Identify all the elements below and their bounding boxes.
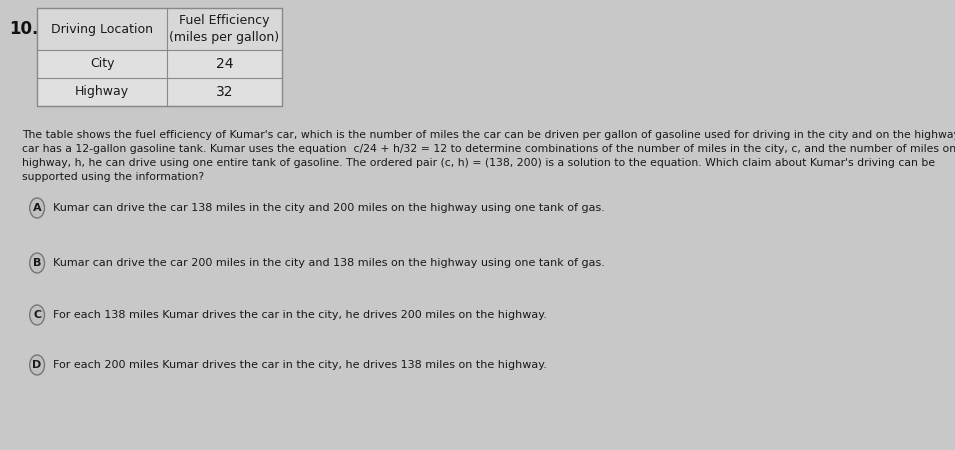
Text: B: B bbox=[32, 258, 41, 268]
Text: For each 138 miles Kumar drives the car in the city, he drives 200 miles on the : For each 138 miles Kumar drives the car … bbox=[53, 310, 547, 320]
Circle shape bbox=[30, 355, 45, 375]
Text: Kumar can drive the car 200 miles in the city and 138 miles on the highway using: Kumar can drive the car 200 miles in the… bbox=[53, 258, 605, 268]
Text: A: A bbox=[32, 203, 41, 213]
Text: The table shows the fuel efficiency of Kumar's car, which is the number of miles: The table shows the fuel efficiency of K… bbox=[22, 130, 955, 140]
Text: car has a 12-gallon gasoline tank. Kumar uses the equation  c/24 + h/32 = 12 to : car has a 12-gallon gasoline tank. Kumar… bbox=[22, 144, 955, 154]
Text: Fuel Efficiency
(miles per gallon): Fuel Efficiency (miles per gallon) bbox=[169, 14, 280, 44]
Text: supported using the information?: supported using the information? bbox=[22, 172, 204, 182]
Text: highway, h, he can drive using one entire tank of gasoline. The ordered pair (c,: highway, h, he can drive using one entir… bbox=[22, 158, 935, 168]
Circle shape bbox=[30, 198, 45, 218]
Bar bbox=[37, 8, 282, 50]
Text: 24: 24 bbox=[216, 57, 233, 71]
Text: For each 200 miles Kumar drives the car in the city, he drives 138 miles on the : For each 200 miles Kumar drives the car … bbox=[53, 360, 547, 370]
Text: City: City bbox=[90, 58, 115, 71]
Text: Highway: Highway bbox=[74, 86, 129, 99]
Bar bbox=[37, 78, 282, 106]
Bar bbox=[37, 8, 282, 106]
Text: D: D bbox=[32, 360, 42, 370]
Circle shape bbox=[30, 253, 45, 273]
Circle shape bbox=[30, 305, 45, 325]
Text: 10.: 10. bbox=[9, 20, 38, 38]
Bar bbox=[37, 50, 282, 78]
Text: Driving Location: Driving Location bbox=[51, 22, 153, 36]
Text: 32: 32 bbox=[216, 85, 233, 99]
Text: C: C bbox=[33, 310, 41, 320]
Text: Kumar can drive the car 138 miles in the city and 200 miles on the highway using: Kumar can drive the car 138 miles in the… bbox=[53, 203, 605, 213]
